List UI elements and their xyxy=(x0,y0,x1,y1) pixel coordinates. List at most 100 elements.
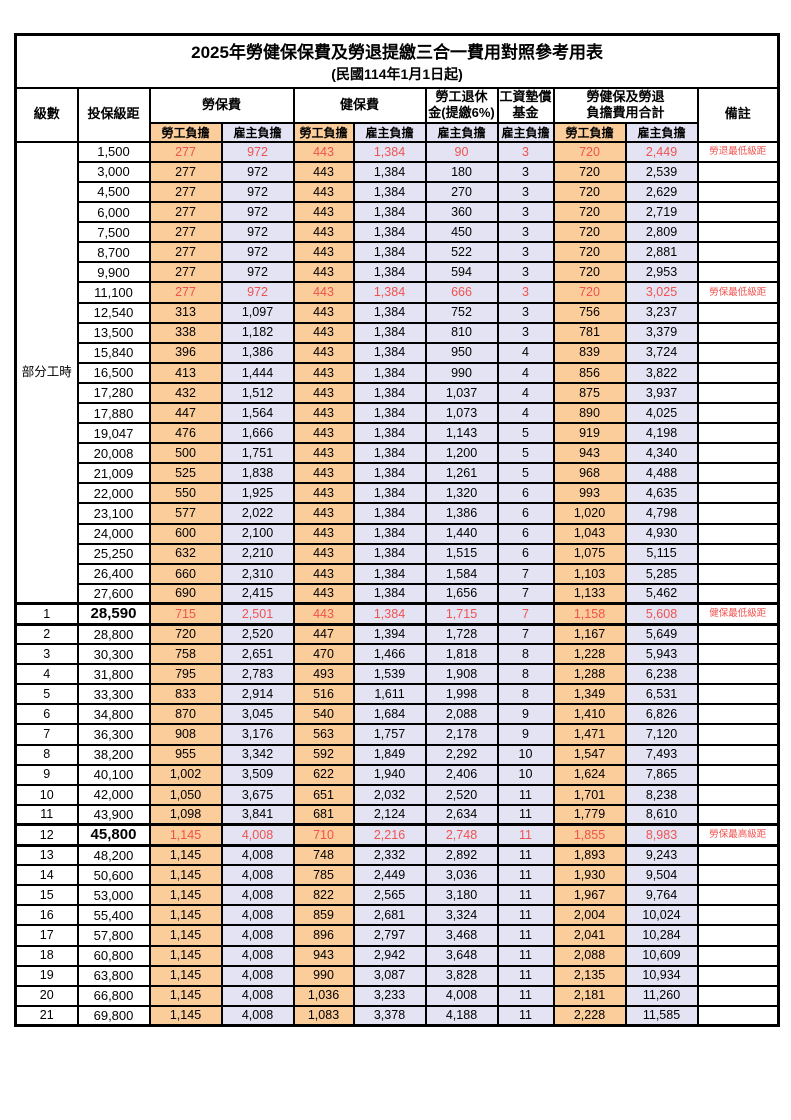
labor-employee-cell: 277 xyxy=(148,261,223,284)
table-body: 部分工時 1,500 277 972 443 1,384 90 3 720 2,449 勞退最低級距… xyxy=(14,140,780,1027)
level-cell: 19 xyxy=(14,964,79,987)
health-employer-cell: 1,384 xyxy=(352,562,427,585)
note-cell xyxy=(696,864,780,887)
note-cell xyxy=(696,241,780,264)
total-employer-cell: 3,025 xyxy=(624,281,699,304)
labor-employee-cell: 277 xyxy=(148,201,223,224)
total-employee-cell: 1,158 xyxy=(552,602,627,626)
labor-employer-cell: 3,841 xyxy=(220,803,295,826)
total-employee-cell: 1,471 xyxy=(552,723,627,746)
health-employer-cell: 1,539 xyxy=(352,663,427,686)
table-row: 6,000 277 972 443 1,384 360 3 720 2,719 xyxy=(16,201,780,224)
labor-employee-cell: 955 xyxy=(148,743,223,766)
total-employee-cell: 781 xyxy=(552,321,627,344)
health-employee-cell: 859 xyxy=(292,904,355,927)
table-row: 7,500 277 972 443 1,384 450 3 720 2,809 xyxy=(16,221,780,244)
note-cell xyxy=(696,763,780,786)
wage-fund-employer-cell: 9 xyxy=(496,703,555,726)
wage-fund-employer-cell: 5 xyxy=(496,442,555,465)
table-row: 26,400 660 2,310 443 1,384 1,584 7 1,103 5,285 xyxy=(16,562,780,585)
total-employee-cell: 875 xyxy=(552,381,627,404)
total-employee-cell: 1,547 xyxy=(552,743,627,766)
total-employer-cell: 7,865 xyxy=(624,763,699,786)
level-cell: 7 xyxy=(14,723,79,746)
total-employer-cell: 4,198 xyxy=(624,422,699,445)
health-employer-cell: 1,384 xyxy=(352,221,427,244)
pension-employer-cell: 2,292 xyxy=(424,743,499,766)
subheader-health-employee: 勞工負擔 xyxy=(292,121,355,143)
part-time-level-cell: 部分工時 xyxy=(14,140,79,605)
health-employee-cell: 443 xyxy=(292,502,355,525)
note-cell: 健保最低級距 xyxy=(696,602,780,626)
page-title: 2025年勞健保保費及勞退提繳三合一費用對照參考用表 xyxy=(191,43,603,63)
pension-employer-cell: 1,818 xyxy=(424,643,499,666)
bracket-cell: 66,800 xyxy=(76,984,151,1007)
table-row: 4,500 277 972 443 1,384 270 3 720 2,629 xyxy=(16,180,780,204)
wage-fund-employer-cell: 9 xyxy=(496,723,555,746)
pension-employer-cell: 2,634 xyxy=(424,803,499,826)
level-cell: 3 xyxy=(14,643,79,666)
pension-employer-cell: 1,584 xyxy=(424,562,499,585)
total-employee-cell: 1,133 xyxy=(552,582,627,605)
labor-employee-cell: 1,145 xyxy=(148,864,223,887)
bracket-cell: 19,047 xyxy=(76,422,151,445)
total-employer-cell: 9,504 xyxy=(624,864,699,887)
health-employee-cell: 443 xyxy=(292,321,355,344)
labor-employer-cell: 3,045 xyxy=(220,703,295,726)
total-employer-cell: 5,115 xyxy=(624,542,699,565)
total-employee-cell: 720 xyxy=(552,221,627,244)
labor-employer-cell: 2,100 xyxy=(220,522,295,545)
health-employer-cell: 1,384 xyxy=(352,341,427,364)
labor-employer-cell: 4,008 xyxy=(220,924,295,947)
table-row: 11 43,900 1,098 3,841 681 2,124 2,634 11 1,779 8,… xyxy=(14,803,780,826)
bracket-cell: 40,100 xyxy=(76,763,151,786)
health-employee-cell: 990 xyxy=(292,964,355,987)
wage-fund-label-line1: 工資墊償 xyxy=(499,88,552,104)
level-cell: 2 xyxy=(14,622,79,646)
bracket-cell: 16,500 xyxy=(76,361,151,384)
pension-employer-cell: 3,036 xyxy=(424,864,499,887)
wage-fund-employer-cell: 4 xyxy=(496,361,555,384)
health-employer-cell: 1,384 xyxy=(352,241,427,264)
total-employee-cell: 968 xyxy=(552,462,627,485)
labor-employer-cell: 4,008 xyxy=(220,1004,295,1027)
note-cell xyxy=(696,542,780,565)
total-employee-cell: 1,855 xyxy=(552,823,627,847)
bracket-cell: 12,540 xyxy=(76,301,151,324)
labor-employee-cell: 600 xyxy=(148,522,223,545)
health-employee-cell: 443 xyxy=(292,562,355,585)
note-cell: 勞保最高級距 xyxy=(696,823,780,847)
bracket-cell: 34,800 xyxy=(76,703,151,726)
wage-fund-employer-cell: 11 xyxy=(496,864,555,887)
level-cell: 14 xyxy=(14,864,79,887)
note-cell: 勞退最低級距 xyxy=(696,140,780,163)
note-cell xyxy=(696,180,780,204)
total-employer-cell: 2,809 xyxy=(624,221,699,244)
health-employee-cell: 1,083 xyxy=(292,1004,355,1027)
wage-fund-employer-cell: 11 xyxy=(496,924,555,947)
total-employee-cell: 1,701 xyxy=(552,783,627,806)
labor-employee-cell: 277 xyxy=(148,281,223,304)
col-header-wage-fund: 工資墊償 基金 xyxy=(496,86,555,124)
health-employer-cell: 2,449 xyxy=(352,864,427,887)
health-employer-cell: 1,384 xyxy=(352,361,427,384)
total-employee-cell: 890 xyxy=(552,401,627,425)
table-row: 部分工時 1,500 277 972 443 1,384 90 3 720 2,449 勞退最低級距 xyxy=(14,140,780,605)
labor-employer-cell: 4,008 xyxy=(220,984,295,1007)
total-employer-cell: 8,983 xyxy=(624,823,699,847)
note-cell xyxy=(696,944,780,967)
total-employer-cell: 10,024 xyxy=(624,904,699,927)
total-employer-cell: 5,608 xyxy=(624,602,699,626)
labor-employer-cell: 972 xyxy=(220,221,295,244)
bracket-cell: 25,250 xyxy=(76,542,151,565)
labor-employer-cell: 4,008 xyxy=(220,944,295,967)
pension-employer-cell: 1,440 xyxy=(424,522,499,545)
table-row: 9,900 277 972 443 1,384 594 3 720 2,953 xyxy=(16,261,780,284)
bracket-cell: 31,800 xyxy=(76,663,151,686)
pension-employer-cell: 2,178 xyxy=(424,723,499,746)
labor-employee-cell: 577 xyxy=(148,502,223,525)
health-employee-cell: 710 xyxy=(292,823,355,847)
total-employee-cell: 1,075 xyxy=(552,542,627,565)
total-label-line2: 負擔費用合計 xyxy=(586,105,665,121)
total-employee-cell: 1,167 xyxy=(552,622,627,646)
